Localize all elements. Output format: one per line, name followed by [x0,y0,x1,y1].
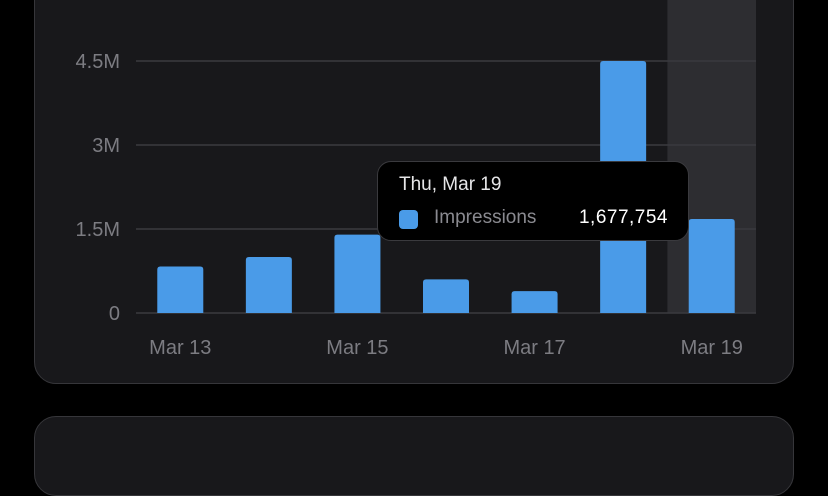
chart-tooltip: Thu, Mar 19 Impressions 1,677,754 [377,161,689,241]
x-tick-label: Mar 13 [149,337,211,359]
bar[interactable] [334,234,381,313]
impressions-bar-chart: 0 1.5M 3M 4.5M Mar 13 Mar 15 Mar 17 Mar 19 [76,0,756,359]
bar[interactable] [511,291,558,313]
tooltip-value: 1,677,754 [578,207,668,228]
tooltip-date: Thu, Mar 19 [399,174,502,195]
y-tick-label: 3M [92,135,120,157]
bar[interactable] [688,219,735,313]
bar[interactable] [157,266,204,313]
next-card [34,416,794,496]
bar[interactable] [423,279,469,313]
y-tick-label: 1.5M [76,219,120,241]
y-tick-label: 0 [109,303,120,325]
x-tick-label: Mar 19 [681,337,743,359]
x-tick-label: Mar 15 [326,337,388,359]
y-tick-label: 4.5M [76,51,120,73]
tooltip-series-name: Impressions [434,207,537,228]
bar[interactable] [245,257,292,313]
x-tick-label: Mar 17 [503,337,565,359]
tooltip-series-swatch [399,210,418,229]
